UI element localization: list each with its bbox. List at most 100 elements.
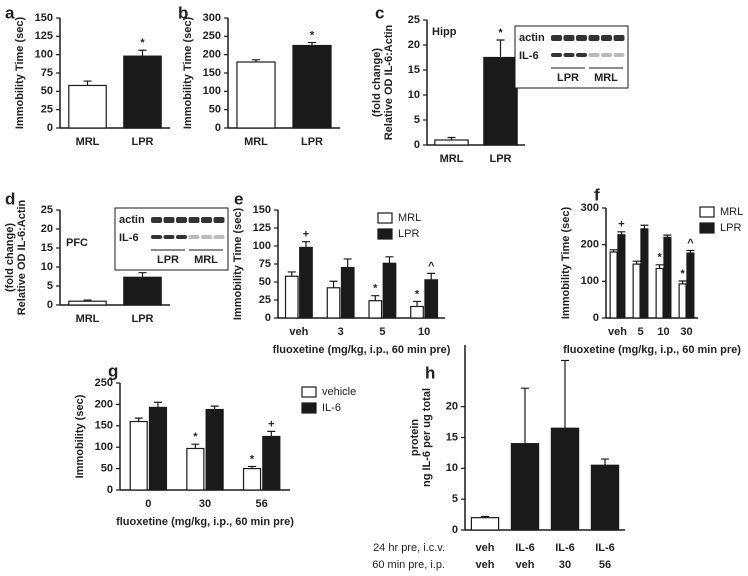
bar: [262, 435, 281, 491]
x-tick-label: IL-6: [515, 542, 535, 554]
legend-swatch: [301, 402, 317, 414]
error-bar: [134, 417, 143, 422]
bar: [292, 44, 332, 129]
y-tick-label: 5: [414, 114, 420, 126]
x-tick-label: 10: [418, 326, 430, 338]
x-tick-label: 30: [199, 498, 211, 510]
x-tick-label: 3: [338, 326, 344, 338]
bar: [510, 443, 540, 531]
error-bar: [385, 256, 394, 264]
y-tick-label: 0: [452, 524, 458, 536]
bar: [68, 84, 107, 129]
y-tick-label: 20: [408, 39, 420, 51]
bar: [686, 252, 695, 319]
y-tick-label: 300: [581, 202, 599, 214]
blot-band: [613, 53, 625, 57]
blot-row-label: actin: [119, 214, 145, 226]
y-tick-label: 20: [41, 223, 53, 235]
blot-band: [163, 235, 175, 239]
bar: [148, 406, 168, 491]
legend-swatch: [377, 212, 393, 224]
y-tick-label: 100: [95, 441, 113, 453]
y-tick-label: 25: [259, 294, 271, 306]
region-label: PFC: [66, 237, 88, 249]
x-tick-label: veh: [476, 559, 495, 571]
panel-letter: a: [5, 3, 15, 22]
x-tick-label: veh: [289, 326, 308, 338]
y-tick-label: 50: [41, 85, 53, 97]
bar: [284, 275, 299, 319]
blot-band: [576, 53, 587, 57]
x-tick-label: 30: [680, 326, 692, 338]
significance-marker: *: [310, 29, 315, 41]
panel-letter: f: [594, 185, 600, 204]
y-tick-label: 75: [259, 258, 271, 270]
blot-group-label: MRL: [194, 254, 218, 266]
error-bar: [191, 443, 200, 449]
y-tick-label: 0: [593, 312, 599, 324]
panel-letter: e: [234, 189, 243, 208]
y-tick-label: 0: [414, 139, 420, 151]
y-axis-label: Immobility Time (sec): [14, 17, 26, 130]
y-axis-label: protein: [409, 419, 421, 457]
x-tick-label: 30: [559, 559, 571, 571]
y-tick-label: 5: [47, 280, 53, 292]
significance-marker: +: [303, 229, 309, 241]
y-tick-label: 5: [452, 493, 458, 505]
panel-letter: c: [375, 3, 384, 22]
significance-marker: ^: [428, 260, 435, 272]
bar: [550, 427, 580, 531]
error-bar: [248, 465, 257, 469]
y-tick-label: 150: [203, 67, 221, 79]
blot-row-label: actin: [519, 32, 545, 44]
x-tick-label: MRL: [244, 136, 268, 148]
blot-band: [601, 35, 612, 41]
y-tick-label: 150: [35, 12, 53, 24]
blot-row-label: IL-6: [519, 50, 539, 62]
bar: [326, 287, 341, 319]
x-tick-label: MRL: [76, 313, 100, 325]
bar: [655, 267, 664, 319]
significance-marker: *: [193, 431, 198, 443]
blot-band: [176, 235, 187, 239]
y-tick-label: 0: [47, 299, 53, 311]
bar: [186, 447, 205, 491]
error-bar: [83, 299, 92, 302]
blot-band: [176, 217, 187, 223]
y-tick-label: 125: [253, 222, 271, 234]
error-bar: [138, 49, 147, 57]
legend-label: IL-6: [322, 402, 341, 414]
panel-letter: h: [425, 363, 435, 382]
x-tick-label: 56: [256, 498, 268, 510]
bar: [590, 464, 620, 531]
bar: [640, 228, 649, 319]
x-tick-label: MRL: [440, 153, 464, 165]
error-bar: [601, 458, 609, 466]
legend-label: LPR: [398, 228, 419, 240]
bar: [678, 283, 687, 319]
legend-label: LPR: [720, 222, 741, 234]
x-tick-label: veh: [476, 542, 495, 554]
legend-label: MRL: [398, 212, 421, 224]
error-bar: [308, 41, 316, 46]
error-bar: [83, 80, 92, 86]
y-tick-label: 15: [446, 431, 458, 443]
error-bar: [153, 401, 162, 408]
error-bar: [678, 280, 687, 284]
y-tick-label: 0: [265, 312, 271, 324]
significance-marker: *: [657, 252, 662, 264]
significance-marker: +: [268, 418, 274, 430]
significance-marker: +: [618, 219, 624, 231]
bar: [123, 276, 162, 306]
bar: [470, 517, 500, 531]
y-tick-label: 0: [215, 122, 221, 134]
error-bar: [267, 430, 276, 437]
x-tick-label: 5: [637, 326, 643, 338]
x-tick-label: LPR: [132, 313, 154, 325]
error-bar: [252, 59, 260, 62]
bar: [483, 56, 518, 146]
y-tick-label: 100: [203, 85, 221, 97]
bar: [410, 305, 424, 319]
panel-letter: g: [108, 361, 118, 380]
blot-band: [151, 235, 162, 239]
